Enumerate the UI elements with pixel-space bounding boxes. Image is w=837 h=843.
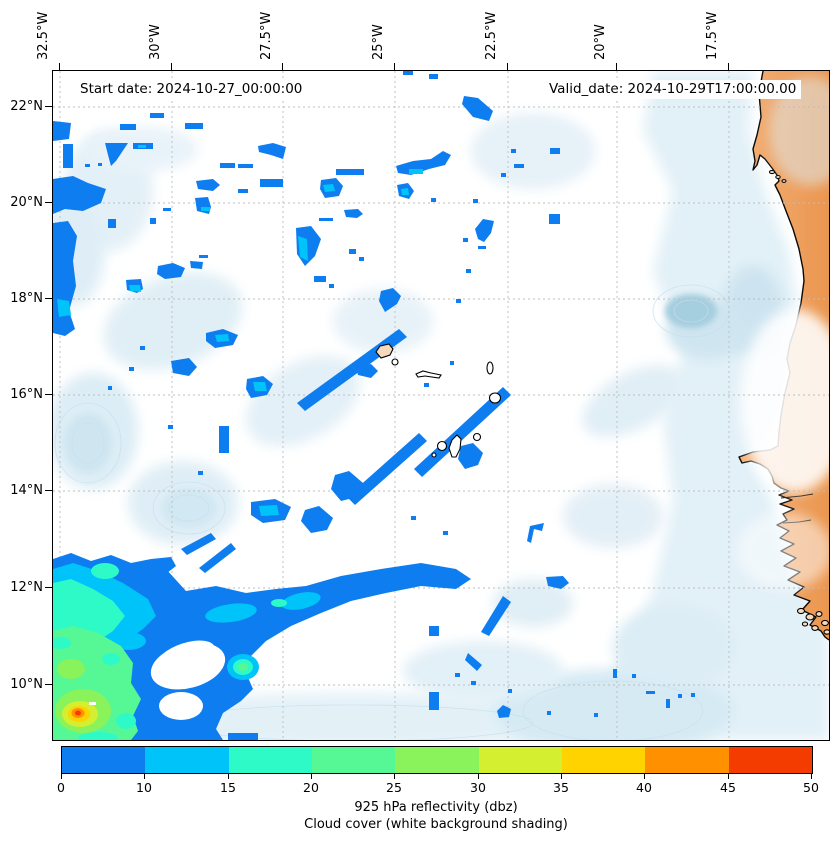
bijagos-islands bbox=[796, 607, 829, 635]
start-date-annotation: Start date: 2024-10-27_00:00:00 bbox=[75, 80, 308, 99]
colorbar-tick bbox=[394, 774, 396, 779]
colorbar-tick-label: 45 bbox=[720, 780, 736, 795]
cape-verde-islands bbox=[375, 343, 502, 458]
x-tick bbox=[282, 63, 284, 70]
colorbar-tick bbox=[478, 774, 480, 779]
x-tick bbox=[616, 63, 618, 70]
y-tick bbox=[45, 394, 52, 396]
colorbar-tick bbox=[228, 774, 230, 779]
y-tick bbox=[45, 490, 52, 492]
colorbar-tick-label: 40 bbox=[636, 780, 652, 795]
map-plot: Start date: 2024-10-27_00:00:00 Valid_da… bbox=[52, 70, 830, 741]
colorbar-tick-label: 10 bbox=[136, 780, 152, 795]
y-tick-label: 20°N bbox=[10, 195, 43, 210]
colorbar-tick bbox=[144, 774, 146, 779]
x-tick bbox=[171, 63, 173, 70]
cloud-over-senegal bbox=[740, 309, 829, 493]
colorbar-segment bbox=[478, 747, 562, 773]
y-tick-label: 10°N bbox=[10, 677, 43, 692]
colorbar-tick bbox=[311, 774, 313, 779]
colorbar-tick-label: 20 bbox=[303, 780, 319, 795]
y-tick-label: 16°N bbox=[10, 387, 43, 402]
colorbar-tick bbox=[61, 774, 63, 779]
x-tick bbox=[59, 63, 61, 70]
cloud-over-land bbox=[737, 513, 829, 589]
x-tick-label: 32.5°W bbox=[36, 11, 51, 60]
colorbar-segment bbox=[62, 747, 146, 773]
colorbar-segment bbox=[228, 747, 312, 773]
colorbar-tick-label: 15 bbox=[220, 780, 236, 795]
background-shading-caption: Cloud cover (white background shading) bbox=[304, 817, 568, 832]
x-tick-label: 25°W bbox=[371, 24, 386, 60]
arguin-islets bbox=[768, 169, 787, 183]
cloud-over-sahara bbox=[769, 76, 829, 186]
y-tick bbox=[45, 106, 52, 108]
colorbar-segment bbox=[145, 747, 229, 773]
y-tick bbox=[45, 684, 52, 686]
x-tick-label: 27.5°W bbox=[259, 11, 274, 60]
x-tick-label: 22.5°W bbox=[484, 11, 499, 60]
colorbar-segment bbox=[728, 747, 812, 773]
echo-cyan-cores bbox=[57, 145, 423, 516]
y-tick-label: 14°N bbox=[10, 483, 43, 498]
y-tick-label: 18°N bbox=[10, 291, 43, 306]
colorbar-segment bbox=[645, 747, 729, 773]
y-tick-label: 12°N bbox=[10, 580, 43, 595]
y-tick-label: 22°N bbox=[10, 99, 43, 114]
colorbar bbox=[61, 746, 813, 774]
x-tick-label: 20°W bbox=[593, 24, 608, 60]
colorbar-segment bbox=[311, 747, 396, 773]
land-africa bbox=[737, 71, 829, 641]
x-tick-label: 30°W bbox=[148, 24, 163, 60]
colorbar-segment bbox=[561, 747, 646, 773]
colorbar-segment bbox=[395, 747, 479, 773]
max-reflectivity-core bbox=[75, 710, 81, 716]
colorbar-tick-label: 25 bbox=[386, 780, 402, 795]
x-tick bbox=[394, 63, 396, 70]
map-canvas bbox=[53, 71, 829, 740]
colorbar-caption: 925 hPa reflectivity (dbz) bbox=[354, 800, 518, 815]
colorbar-tick bbox=[644, 774, 646, 779]
colorbar-tick-label: 35 bbox=[553, 780, 569, 795]
y-tick bbox=[45, 298, 52, 300]
colorbar-tick bbox=[811, 774, 813, 779]
convective-system bbox=[53, 553, 471, 740]
x-tick-label: 17.5°W bbox=[705, 11, 720, 60]
x-tick bbox=[507, 63, 509, 70]
colorbar-tick-label: 30 bbox=[470, 780, 486, 795]
y-tick bbox=[45, 202, 52, 204]
colorbar-tick-label: 0 bbox=[57, 780, 65, 795]
colorbar-tick bbox=[728, 774, 730, 779]
colorbar-tick bbox=[561, 774, 563, 779]
x-tick bbox=[728, 63, 730, 70]
valid-date-annotation: Valid_date: 2024-10-29T17:00:00.00 bbox=[544, 80, 802, 99]
y-tick bbox=[45, 587, 52, 589]
colorbar-tick-label: 50 bbox=[803, 780, 819, 795]
